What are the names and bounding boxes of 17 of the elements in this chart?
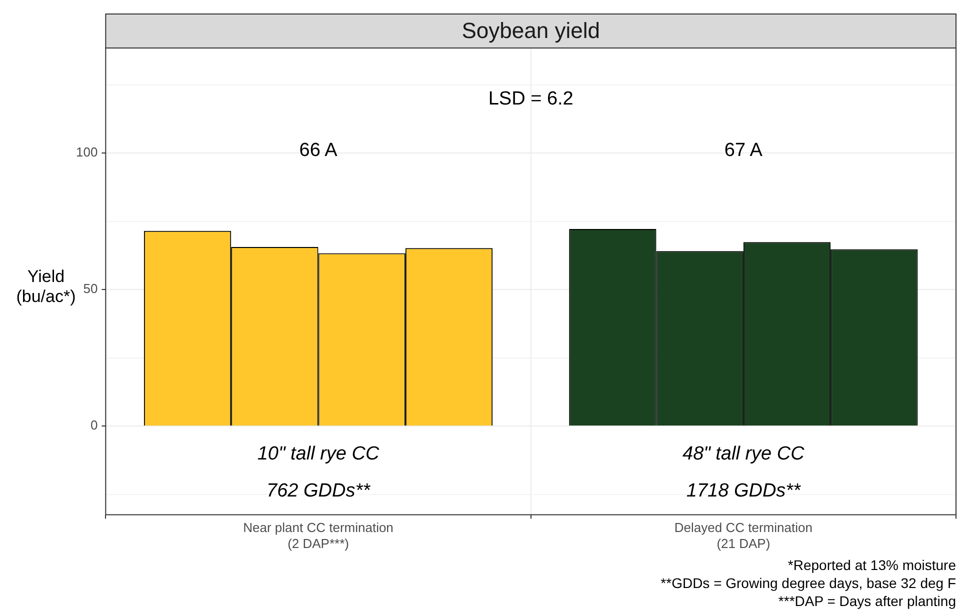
annotation: LSD = 6.2 [488, 88, 574, 110]
chart-title: Soybean yield [462, 18, 600, 44]
y-axis-title: Yield (bu/ac*) [16, 267, 76, 306]
annotation: 66 A [299, 140, 338, 161]
annotation: 10" tall rye CC [257, 443, 380, 464]
annotation: 67 A [724, 140, 763, 161]
text: ***DAP = Days after planting [778, 592, 956, 609]
text: *Reported at 13% moisture [788, 556, 956, 573]
text: **GDDs = Growing degree days, base 32 deg F [660, 574, 956, 591]
annotation: 1718 GDDs** [686, 480, 802, 502]
x-tick-label: Delayed CC termination (21 DAP) [674, 520, 812, 551]
y-tick-label: 100 [76, 144, 98, 160]
annotation: 48" tall rye CC [682, 443, 805, 464]
y-tick-label: 50 [83, 281, 98, 296]
annotation: 762 GDDs** [266, 480, 371, 502]
y-tick-label: 0 [90, 418, 98, 433]
x-tick-label: Near plant CC termination (2 DAP***) [243, 520, 394, 551]
